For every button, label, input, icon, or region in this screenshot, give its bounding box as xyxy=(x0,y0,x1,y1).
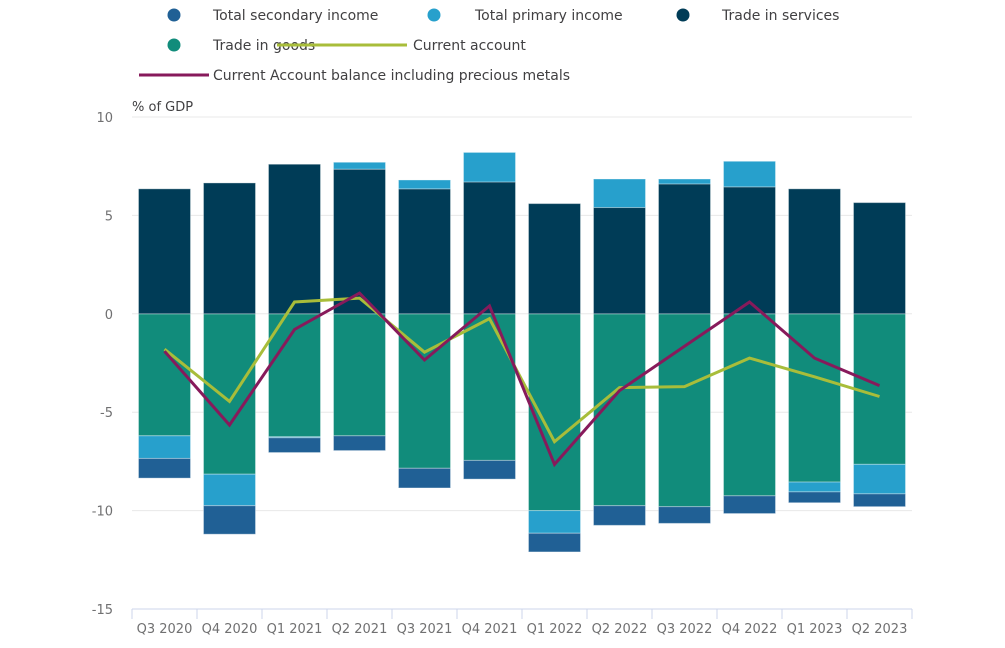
y-axis-unit-label: % of GDP xyxy=(132,100,193,115)
bar-total-secondary-income[interactable] xyxy=(268,437,321,454)
bar-total-primary-income[interactable] xyxy=(593,178,646,209)
x-tick-label: Q2 2022 xyxy=(592,622,648,637)
legend-marker-primary-income xyxy=(427,8,441,22)
bar-total-primary-income[interactable] xyxy=(398,179,451,190)
x-tick-label: Q1 2021 xyxy=(267,622,323,637)
y-tick-label: 5 xyxy=(105,209,113,224)
bar-total-primary-income[interactable] xyxy=(723,160,776,188)
y-tick-label: -10 xyxy=(92,505,113,520)
bar-trade-in-services[interactable] xyxy=(203,182,256,315)
bar-trade-in-goods[interactable] xyxy=(853,313,906,465)
bar-trade-in-services[interactable] xyxy=(333,168,386,315)
bar-total-primary-income[interactable] xyxy=(203,473,256,507)
bar-total-primary-income[interactable] xyxy=(528,510,581,534)
bar-trade-in-services[interactable] xyxy=(138,188,191,315)
x-tick-label: Q4 2022 xyxy=(722,622,778,637)
bar-trade-in-goods[interactable] xyxy=(723,313,776,497)
line-current-account[interactable] xyxy=(163,296,880,445)
bar-trade-in-goods[interactable] xyxy=(788,313,841,483)
legend-marker-secondary-income xyxy=(167,8,181,22)
y-tick-label: 0 xyxy=(105,308,113,323)
legend-label-primary-income[interactable]: Total primary income xyxy=(474,8,623,24)
y-tick-label: -5 xyxy=(100,406,113,421)
bar-total-secondary-income[interactable] xyxy=(658,506,711,524)
bar-total-primary-income[interactable] xyxy=(658,178,711,185)
legend-marker-trade-goods xyxy=(167,38,181,52)
x-tick-label: Q4 2021 xyxy=(462,622,518,637)
y-tick-label: 10 xyxy=(96,111,113,126)
x-tick-label: Q2 2023 xyxy=(852,622,908,637)
x-tick-label: Q4 2020 xyxy=(202,622,258,637)
x-tick-label: Q3 2022 xyxy=(657,622,713,637)
bar-total-secondary-income[interactable] xyxy=(788,491,841,504)
bar-trade-in-services[interactable] xyxy=(658,183,711,315)
bar-total-secondary-income[interactable] xyxy=(853,493,906,508)
x-tick-label: Q1 2023 xyxy=(787,622,843,637)
legend-label-current-account[interactable]: Current account xyxy=(413,38,526,54)
bar-trade-in-goods[interactable] xyxy=(463,313,516,461)
bar-trade-in-services[interactable] xyxy=(723,186,776,315)
bar-trade-in-goods[interactable] xyxy=(203,313,256,475)
bar-trade-in-services[interactable] xyxy=(398,188,451,315)
bar-total-secondary-income[interactable] xyxy=(463,459,516,480)
x-tick-label: Q1 2022 xyxy=(527,622,583,637)
bar-total-primary-income[interactable] xyxy=(463,151,516,183)
bar-trade-in-goods[interactable] xyxy=(528,313,581,512)
legend: Total secondary income Total primary inc… xyxy=(139,8,839,84)
legend-label-trade-services[interactable]: Trade in services xyxy=(721,8,839,24)
bar-total-secondary-income[interactable] xyxy=(593,505,646,526)
gridlines xyxy=(132,116,912,512)
bar-trade-in-goods[interactable] xyxy=(138,313,191,437)
bar-trade-in-services[interactable] xyxy=(788,188,841,315)
x-tick-label: Q3 2021 xyxy=(397,622,453,637)
bar-total-secondary-income[interactable] xyxy=(203,505,256,535)
series-lines xyxy=(163,291,881,468)
bar-total-secondary-income[interactable] xyxy=(723,495,776,515)
bar-trade-in-services[interactable] xyxy=(268,163,321,315)
bar-total-secondary-income[interactable] xyxy=(398,467,451,489)
bar-trade-in-services[interactable] xyxy=(528,203,581,315)
bars xyxy=(138,151,906,553)
x-tick-label: Q2 2021 xyxy=(332,622,388,637)
bar-total-secondary-income[interactable] xyxy=(138,457,191,479)
bar-trade-in-services[interactable] xyxy=(853,202,906,315)
legend-label-precious-metals[interactable]: Current Account balance including precio… xyxy=(213,68,570,84)
legend-marker-trade-services xyxy=(676,8,690,22)
line-current-account-balance-including-precious-metals[interactable] xyxy=(163,291,881,468)
x-tick-label: Q3 2020 xyxy=(137,622,193,637)
bar-trade-in-services[interactable] xyxy=(593,207,646,315)
y-tick-label: -15 xyxy=(92,603,113,618)
bar-total-secondary-income[interactable] xyxy=(333,435,386,452)
bar-trade-in-goods[interactable] xyxy=(333,313,386,437)
bar-total-secondary-income[interactable] xyxy=(528,532,581,553)
x-axis: Q3 2020 Q4 2020 Q1 2021 Q2 2021 Q3 2021 Q4 20… xyxy=(131,608,913,637)
bar-total-primary-income[interactable] xyxy=(138,435,191,459)
bar-trade-in-services[interactable] xyxy=(463,181,516,315)
y-axis: 10 5 0 -5 -10 -15 xyxy=(92,111,113,618)
bar-total-primary-income[interactable] xyxy=(333,161,386,170)
legend-label-trade-goods[interactable]: Trade in goods xyxy=(212,38,315,54)
bar-total-primary-income[interactable] xyxy=(788,481,841,493)
legend-label-secondary-income[interactable]: Total secondary income xyxy=(212,8,378,24)
bar-trade-in-goods[interactable] xyxy=(658,313,711,508)
bar-total-primary-income[interactable] xyxy=(853,463,906,495)
